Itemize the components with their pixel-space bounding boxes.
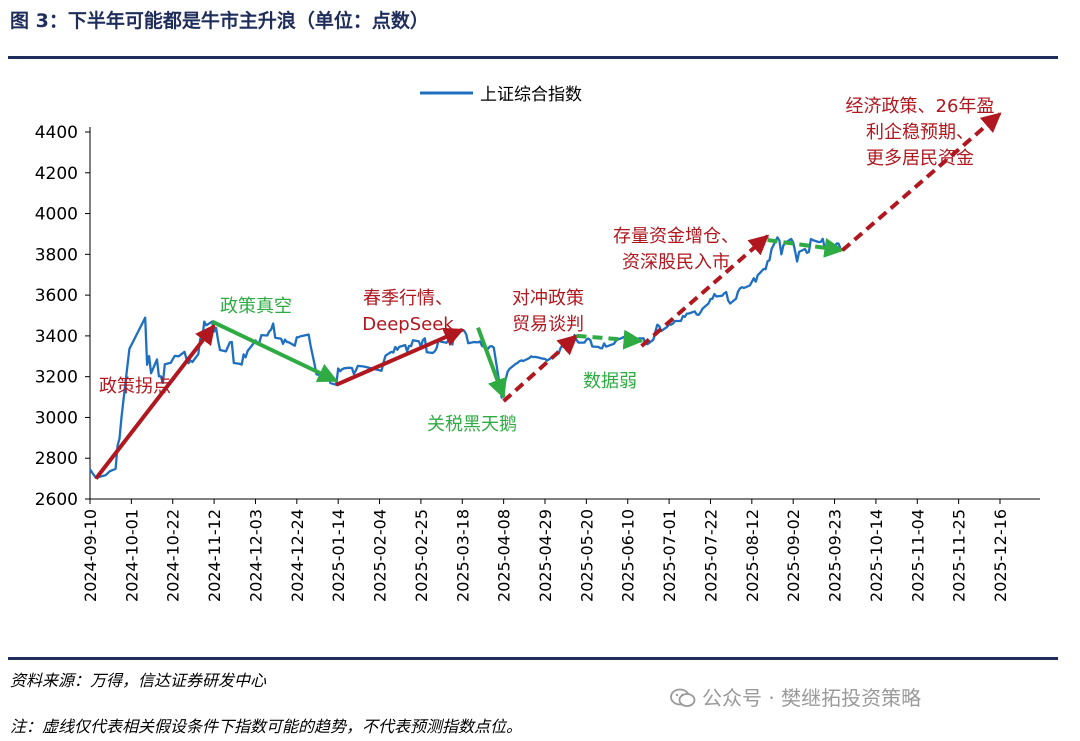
x-tick-label: 2025-07-01 (660, 509, 679, 602)
page-title: 图 3：下半年可能都是牛市主升浪（单位：点数） (10, 10, 429, 32)
x-tick-label: 2025-11-04 (908, 509, 927, 602)
y-tick-label: 4000 (35, 205, 78, 225)
y-tick-label: 2800 (35, 449, 78, 469)
x-tick-label: 2025-10-14 (867, 509, 886, 602)
x-tick-label: 2025-01-14 (329, 509, 348, 602)
wechat-icon (670, 688, 696, 707)
annotation-label: 关税黑天鹅 (427, 414, 517, 435)
x-tick-label: 2025-05-20 (577, 509, 596, 602)
y-tick-label: 3800 (35, 245, 78, 265)
y-tick-label: 2600 (35, 490, 78, 510)
annotation-label: 存量资金增仓、资深股民入市 (613, 226, 739, 273)
x-tick-label: 2025-12-16 (991, 509, 1010, 602)
x-tick-label: 2025-02-04 (371, 509, 390, 602)
y-tick-label: 4200 (35, 164, 78, 184)
annotation-arrow-green (476, 327, 507, 399)
y-tick-label: 3600 (35, 286, 78, 306)
x-tick-label: 2025-11-25 (950, 509, 969, 602)
footnote: 注：虚线仅代表相关假设条件下指数可能的趋势，不代表预测指数点位。 (10, 717, 523, 736)
y-tick-label: 3400 (35, 327, 78, 347)
x-tick-label: 2025-04-29 (536, 509, 555, 602)
annotation-label: 春季行情、 DeepSeek (362, 288, 454, 335)
x-tick-label: 2025-08-12 (743, 509, 762, 602)
annotation-label: 政策真空 (220, 296, 292, 317)
annotation-arrow-red (502, 334, 579, 403)
x-tick-label: 2024-11-12 (205, 509, 224, 602)
bottom-rule (8, 657, 1058, 660)
y-tick-label: 3000 (35, 408, 78, 428)
annotation-label: 政策拐点 (99, 376, 171, 397)
annotation-label: 数据弱 (583, 371, 637, 392)
chart-svg: 2600 2800 3000 3200 3400 3600 3800 4000 4200 4400… (35, 85, 1040, 602)
x-tick-label: 2025-09-02 (784, 509, 803, 602)
x-tick-label: 2025-02-25 (412, 509, 431, 602)
x-tick-label: 2024-10-22 (164, 509, 183, 602)
watermark-text: 公众号 · 樊继拓投资策略 (702, 686, 922, 710)
x-tick-label: 2024-09-10 (81, 509, 100, 602)
annotation-arrow-green (767, 237, 845, 258)
annotation-arrow-red (640, 234, 770, 348)
y-tick-label: 3200 (35, 368, 78, 388)
x-tick-label: 2025-09-23 (826, 509, 845, 602)
x-tick-label: 2025-04-08 (495, 509, 514, 602)
y-tick-label: 4400 (35, 123, 78, 143)
annotation-arrow-red (841, 112, 1002, 252)
x-tick-label: 2024-12-24 (288, 509, 307, 602)
annotation-arrow-green (576, 329, 644, 350)
annotation-arrow-red (335, 327, 465, 387)
chart-container: 2600 2800 3000 3200 3400 3600 3800 4000 4200 4400… (0, 62, 1080, 654)
source-note: 资料来源：万得，信达证券研发中心 (10, 671, 267, 690)
annotation-arrow-green (211, 319, 339, 383)
series-line-shanghai-composite (89, 236, 842, 479)
x-tick-label: 2024-12-03 (246, 509, 265, 602)
annotation-arrow-red (94, 324, 216, 480)
watermark: 公众号 · 樊继拓投资策略 (670, 682, 921, 711)
x-tick-label: 2025-03-18 (453, 509, 472, 602)
x-tick-label: 2025-06-10 (619, 509, 638, 602)
x-tick-label: 2024-10-01 (122, 509, 141, 602)
annotation-label: 对冲政策贸易谈判 (512, 288, 584, 335)
legend-label: 上证综合指数 (480, 85, 582, 105)
x-tick-label: 2025-07-22 (701, 509, 720, 602)
top-rule (8, 56, 1058, 59)
annotation-label: 经济政策、26年盈利企稳预期、更多居民资金 (846, 96, 995, 169)
